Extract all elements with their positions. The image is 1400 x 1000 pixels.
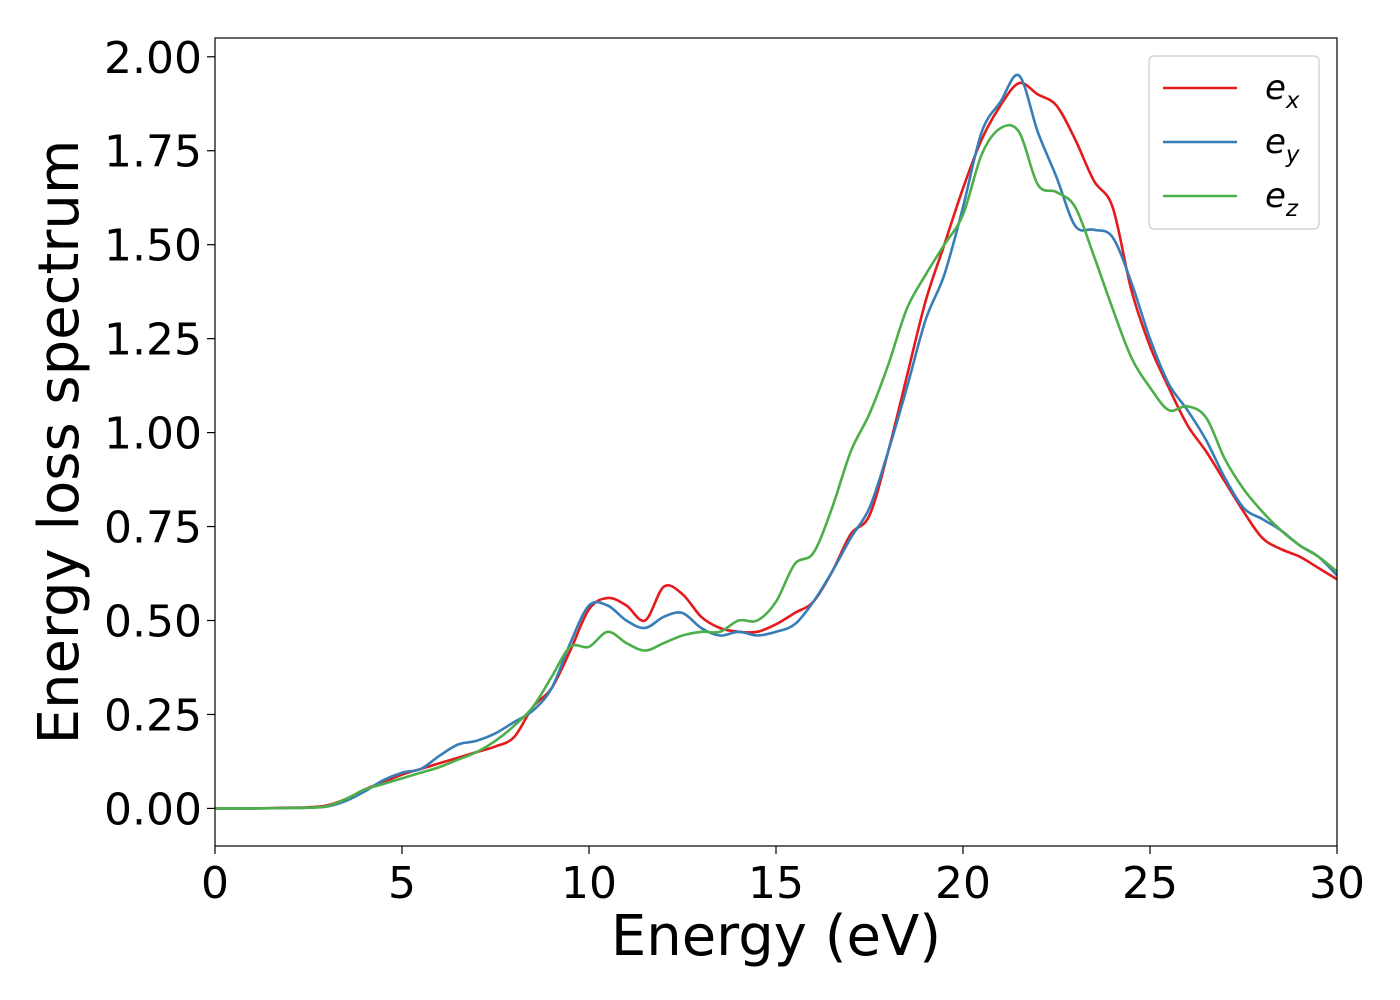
x-tick-label: 5 xyxy=(388,858,416,909)
legend-label-y: ey xyxy=(1265,122,1300,168)
x-tick-label: 20 xyxy=(935,858,991,909)
x-tick-label: 30 xyxy=(1309,858,1365,909)
legend-label-subscript: y xyxy=(1285,142,1300,168)
y-tick-label: 1.50 xyxy=(104,221,202,272)
x-tick-label: 25 xyxy=(1122,858,1178,909)
series-line-x xyxy=(214,81,1338,810)
y-axis-title: Energy loss spectrum xyxy=(27,140,92,745)
y-tick-label: 0.00 xyxy=(104,784,202,835)
legend-label-subscript: x xyxy=(1285,88,1300,114)
legend-label-x: ex xyxy=(1265,68,1300,114)
legend-label-base: e xyxy=(1265,68,1286,108)
y-tick-label: 0.75 xyxy=(104,503,202,554)
y-tick-label: 2.00 xyxy=(104,33,202,84)
legend-label-z: ez xyxy=(1265,176,1299,222)
x-tick-label: 10 xyxy=(561,858,617,909)
x-axis-title: Energy (eV) xyxy=(611,904,941,969)
y-tick-label: 0.50 xyxy=(104,597,202,648)
y-tick-label: 0.25 xyxy=(104,690,202,741)
legend-label-base: e xyxy=(1265,122,1286,162)
legend-label-base: e xyxy=(1265,176,1286,216)
legend-label-subscript: z xyxy=(1285,196,1299,222)
x-tick-label: 0 xyxy=(201,858,229,909)
lines-layer xyxy=(214,73,1338,810)
series-line-z xyxy=(214,123,1338,810)
y-tick-label: 1.00 xyxy=(104,409,202,460)
y-tick-label: 1.25 xyxy=(104,315,202,366)
ticks-layer: 0 5 10 15 20 25 30 0.00 0.25 0.50 0.75 1.00 1.25 1.50… xyxy=(104,33,1365,909)
series-line-y xyxy=(214,73,1338,810)
y-tick-label: 1.75 xyxy=(104,127,202,178)
x-tick-label: 15 xyxy=(748,858,804,909)
plot-frame xyxy=(214,37,1338,847)
